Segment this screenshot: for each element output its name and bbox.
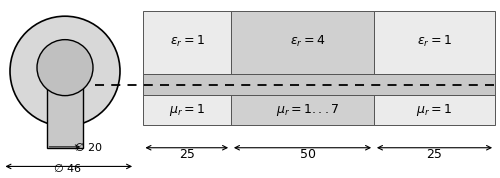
Text: $\mu_r =1$: $\mu_r =1$: [169, 102, 205, 118]
Bar: [374, 11, 495, 74]
Text: $\varnothing$ 20: $\varnothing$ 20: [74, 141, 102, 153]
Text: $\varepsilon_r =4$: $\varepsilon_r =4$: [290, 34, 326, 49]
Ellipse shape: [37, 40, 93, 96]
Text: 25: 25: [179, 148, 195, 161]
Ellipse shape: [10, 16, 120, 126]
Bar: [142, 11, 231, 74]
Text: $\varepsilon_r =1$: $\varepsilon_r =1$: [417, 34, 452, 49]
Text: $\mu_r =1...7$: $\mu_r =1...7$: [276, 102, 340, 118]
Bar: [231, 95, 374, 125]
Bar: [46, 66, 83, 148]
Bar: [142, 95, 231, 125]
Text: 25: 25: [426, 148, 442, 161]
Bar: [142, 74, 495, 95]
Text: $\mu_r =1$: $\mu_r =1$: [416, 102, 452, 118]
Text: 50: 50: [300, 148, 316, 161]
Text: $\varepsilon_r =1$: $\varepsilon_r =1$: [170, 34, 204, 49]
Bar: [231, 11, 374, 74]
Text: $\varnothing$ 46: $\varnothing$ 46: [53, 162, 82, 174]
Bar: [374, 95, 495, 125]
